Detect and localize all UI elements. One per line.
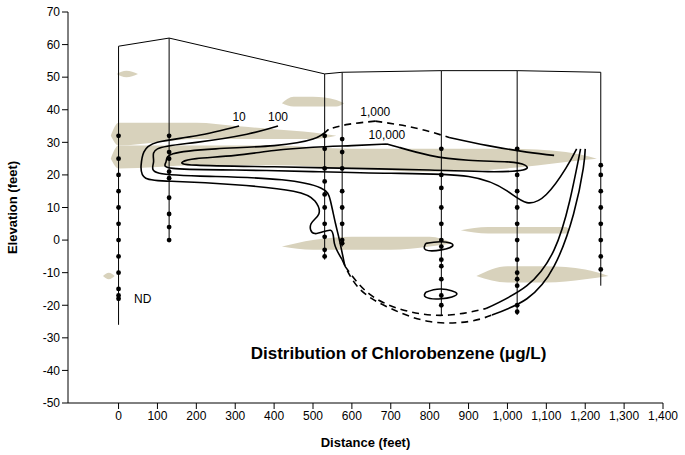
svg-text:-10: -10 [43,266,61,280]
svg-text:1,000: 1,000 [492,409,522,423]
svg-text:-40: -40 [43,364,61,378]
svg-text:10,000: 10,000 [369,128,406,142]
svg-text:1,100: 1,100 [531,409,561,423]
svg-text:70: 70 [47,5,61,19]
svg-text:-30: -30 [43,331,61,345]
svg-text:Distance (feet): Distance (feet) [321,435,411,450]
svg-text:500: 500 [303,409,323,423]
svg-text:1,200: 1,200 [570,409,600,423]
svg-text:100: 100 [268,110,288,124]
svg-text:30: 30 [47,136,61,150]
svg-text:100: 100 [147,409,167,423]
svg-text:-20: -20 [43,299,61,313]
svg-text:ND: ND [134,292,152,306]
svg-text:1,300: 1,300 [609,409,639,423]
svg-text:800: 800 [420,409,440,423]
svg-text:900: 900 [459,409,479,423]
svg-text:200: 200 [186,409,206,423]
svg-text:400: 400 [264,409,284,423]
svg-text:10: 10 [232,110,246,124]
svg-text:300: 300 [225,409,245,423]
svg-text:40: 40 [47,103,61,117]
html-text:Distribution of Chlorobenzene: Distribution of Chlorobenzene (μg/L) [250,344,547,364]
svg-text:0: 0 [53,233,60,247]
svg-text:50: 50 [47,70,61,84]
svg-text:20: 20 [47,168,61,182]
svg-text:700: 700 [381,409,401,423]
svg-text:1,000: 1,000 [360,105,390,119]
svg-text:-50: -50 [43,396,61,410]
svg-text:60: 60 [47,38,61,52]
svg-text:Elevation (feet): Elevation (feet) [5,161,20,254]
svg-text:600: 600 [342,409,362,423]
svg-text:0: 0 [115,409,122,423]
svg-text:10: 10 [47,201,61,215]
svg-text:1,400: 1,400 [648,409,678,423]
